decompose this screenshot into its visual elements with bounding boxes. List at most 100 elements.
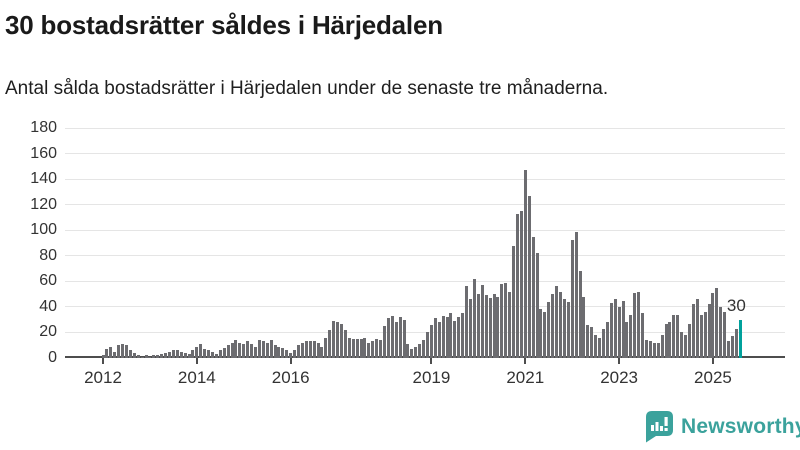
bar: [195, 346, 199, 358]
y-axis-label: 0: [48, 349, 57, 366]
bar: [476, 294, 480, 358]
bar: [731, 336, 734, 358]
bar: [281, 347, 285, 358]
gridline-y-160: [65, 153, 785, 155]
bar: [203, 349, 207, 358]
bar: [199, 343, 203, 358]
y-axis-label: 40: [39, 297, 57, 315]
bar: [402, 319, 406, 358]
bar: [324, 337, 328, 358]
bar: [500, 283, 504, 358]
bar: [398, 317, 402, 358]
bar: [242, 343, 246, 358]
bar: [171, 350, 175, 358]
y-axis-label: 120: [30, 195, 57, 213]
y-axis-label: 100: [30, 221, 57, 239]
bar: [394, 322, 398, 358]
bar: [668, 322, 672, 358]
bar: [210, 351, 214, 358]
bar: [308, 341, 312, 358]
bar: [390, 315, 394, 358]
bar: [449, 313, 453, 358]
bar: [715, 287, 719, 358]
bar: [480, 285, 484, 358]
bar: [109, 346, 113, 358]
bar: [676, 314, 680, 358]
bar: [429, 324, 433, 358]
bar: [144, 355, 148, 358]
bar: [340, 323, 343, 358]
bar: [433, 318, 437, 358]
bar: [515, 213, 519, 358]
bar: [723, 312, 727, 358]
bar: [121, 343, 125, 358]
newsworthy-logo: Newsworthy: [643, 410, 800, 443]
bar: [719, 306, 723, 358]
bar: [246, 341, 250, 358]
bar: [613, 299, 617, 358]
chart-subtitle: Antal sålda bostadsrätter i Härjedalen u…: [5, 78, 609, 99]
bar: [582, 296, 586, 358]
y-axis-label: 140: [30, 170, 57, 188]
bar: [551, 294, 555, 358]
x-axis-tick: [195, 358, 198, 364]
bar: [253, 346, 257, 358]
x-axis-tick: [102, 358, 104, 364]
bar: [558, 291, 562, 358]
x-axis-label: 2019: [412, 368, 451, 387]
x-axis-tick: [618, 358, 621, 364]
bar: [117, 345, 121, 358]
gridline-y-80: [65, 255, 785, 257]
x-axis-label: 2014: [177, 368, 216, 387]
bar: [250, 343, 254, 358]
bar: [218, 350, 222, 358]
bar: [469, 299, 473, 358]
bar: [269, 340, 273, 358]
bar: [566, 301, 570, 358]
bar: [445, 317, 449, 358]
bar: [547, 301, 551, 358]
bar: [289, 352, 293, 358]
bar: [363, 337, 367, 358]
bar: [457, 317, 461, 358]
bar: [605, 322, 609, 358]
bar: [140, 356, 144, 358]
bar: [414, 346, 418, 358]
bar: [136, 355, 140, 358]
bar: [684, 335, 688, 358]
bar: [226, 345, 230, 358]
bar: [312, 341, 316, 358]
gridline-y-140: [65, 178, 785, 180]
bar: [680, 332, 684, 358]
bar: [183, 352, 187, 358]
bar: [707, 304, 711, 358]
bar: [386, 318, 390, 358]
bar: [320, 346, 324, 358]
bar: [562, 299, 566, 358]
bar: [672, 314, 676, 358]
bar: [609, 303, 613, 358]
bar: [371, 341, 375, 358]
bar: [543, 312, 547, 358]
bar: [727, 341, 731, 358]
bar: [519, 211, 523, 358]
bar: [629, 314, 633, 358]
bar: [277, 346, 281, 358]
bar-highlighted: [738, 319, 742, 358]
bar: [422, 340, 426, 358]
bar: [496, 296, 500, 358]
bar: [594, 335, 598, 358]
bar: [527, 195, 531, 358]
bar: [316, 342, 320, 358]
bar: [179, 351, 183, 358]
bar: [167, 351, 171, 358]
gridline-y-120: [65, 204, 785, 206]
bar: [633, 292, 637, 358]
bar: [347, 337, 351, 358]
bar: [441, 315, 445, 358]
y-axis-label: 80: [39, 246, 57, 264]
bar: [328, 329, 332, 358]
bar: [453, 320, 457, 358]
bar: [648, 341, 652, 358]
bar: [625, 322, 629, 358]
